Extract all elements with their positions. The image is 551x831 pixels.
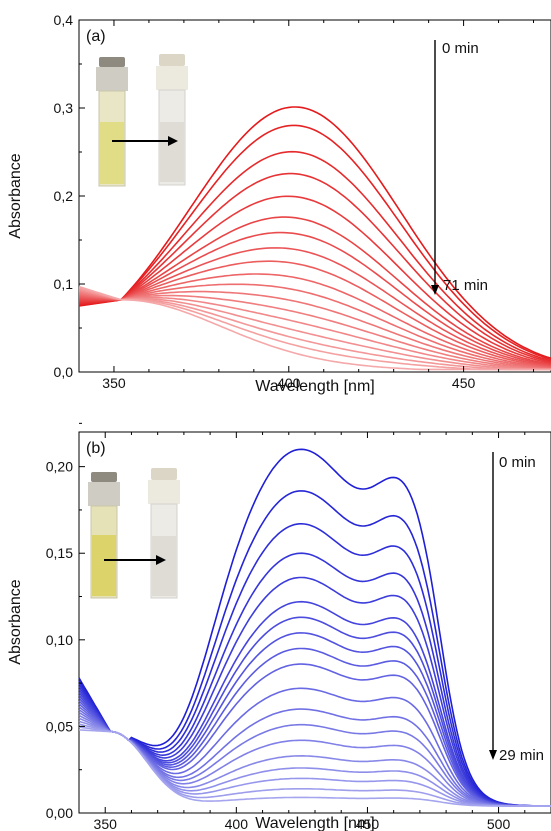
panel-a-series-line [78,124,551,361]
panel-b-y-tick-label: 0,10 [46,632,73,648]
panel-a-label: (a) [86,28,106,45]
panel-b-series-line [78,616,551,807]
panel-a-y-tick-label: 0,1 [54,276,74,292]
panel-a-end-annotation: 71 min [443,277,488,294]
panel-b-series-line [78,448,551,807]
panel-a-x-axis-title: Wavelength [nm] [255,378,374,395]
panel-b-series-line [78,523,551,807]
panel-b-series-line [78,632,551,807]
panel-b-y-tick-label: 0,05 [46,718,73,734]
panel-a-series-line [78,291,551,371]
panel-b-series-line [78,714,551,807]
panel-b-y-tick-label: 0,15 [46,545,73,561]
panel-b-curves [78,448,551,807]
panel-a-series-line [78,283,551,370]
panel-b-y-axis-title: Absorbance [7,579,24,664]
panel-a-y-tick-label: 0,2 [54,188,74,204]
panel-b-time-arrow [489,452,497,760]
panel-a-series-line [78,290,551,371]
panel-b-series-line [78,711,551,807]
panel-a-series-line [78,288,551,371]
panel-b-x-tick-label: 500 [487,816,511,831]
panel-a-series-line [78,106,551,360]
panel-a-series-line [78,172,551,363]
panel-b-x-axis-title: Wavelength [nm] [255,815,374,831]
panel-a-series-line [78,150,551,362]
panel-a-series-line [78,273,551,369]
panel-a-x-tick-label: 350 [102,375,126,391]
panel-b-label: (b) [86,440,106,457]
panel-b: 350 400 450 500 0,00 0,05 0,10 0,15 0,20 (b) Wav… [7,422,551,831]
panel-b-series-line [78,708,551,807]
panel-a-series-line [78,285,551,371]
panel-a-ticks: 350 400 450 0,0 0,1 0,2 0,3 0,4 [54,12,535,391]
panel-a: 350 400 450 0,0 0,1 0,2 0,3 0,4 (a) Wavelength … [7,12,551,395]
panel-b-y-tick-label: 0,20 [46,459,73,475]
panel-a-start-annotation: 0 min [442,40,479,57]
panel-a-series-line [79,216,551,366]
panel-b-x-tick-label: 350 [94,816,118,831]
panel-a-series-line [78,247,551,367]
panel-b-series-line [78,687,551,807]
panel-b-series-line [78,663,551,807]
panel-b-x-tick-label: 450 [356,816,380,831]
panel-b-series-line [78,552,551,807]
panel-b-series-line [78,600,551,807]
panel-b-ticks: 350 400 450 500 0,00 0,05 0,10 0,15 0,20 [46,422,551,831]
panel-a-y-axis-title: Absorbance [7,153,24,238]
panel-b-series-line [78,647,551,807]
panel-a-y-tick-label: 0,3 [54,100,74,116]
panel-b-x-tick-label: 400 [225,816,249,831]
panel-b-end-annotation: 29 min [499,747,544,764]
panel-a-series-line [78,290,551,370]
panel-a-series-line [79,231,551,367]
panel-a-x-tick-label: 450 [452,375,476,391]
panel-b-y-tick-label: 0,00 [46,805,73,821]
panel-a-series-line [78,195,551,364]
panel-a-time-arrow [431,40,439,295]
panel-a-series-line [78,260,551,368]
panel-a-x-tick-label: 400 [277,375,301,391]
panel-b-series-line [78,729,551,807]
panel-b-start-annotation: 0 min [499,454,536,471]
cuvette-photo-b [88,468,180,599]
panel-a-y-tick-label: 0,0 [54,364,74,380]
panel-a-curves [78,106,551,371]
panel-b-series-line [78,576,551,807]
panel-b-series-line [78,490,551,807]
panel-a-series-line [78,289,551,371]
panel-a-y-tick-label: 0,4 [54,12,74,28]
cuvette-photo-a [96,54,188,187]
